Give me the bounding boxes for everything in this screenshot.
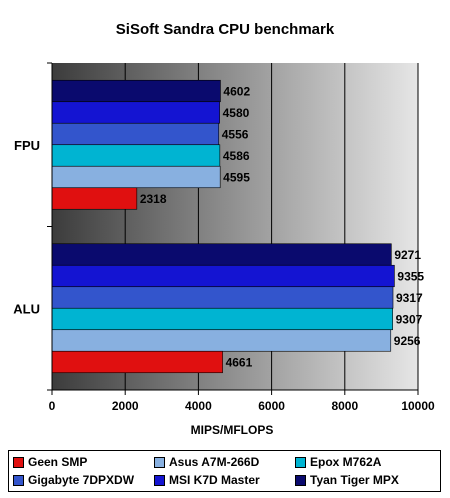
legend-swatch	[295, 456, 306, 468]
bar	[51, 187, 138, 210]
data-label: 9317	[396, 291, 423, 305]
data-label: 4661	[226, 356, 253, 370]
bar	[51, 144, 221, 167]
legend-label: Asus A7M-266D	[169, 455, 260, 469]
benchmark-chart: SiSoft Sandra CPU benchmark 4602 4580 4556…	[13, 21, 435, 437]
bar	[51, 329, 392, 352]
data-label: 4580	[223, 106, 250, 120]
bar	[51, 101, 220, 124]
legend-label: MSI K7D Master	[169, 473, 260, 487]
legend-label: Geen SMP	[28, 455, 88, 469]
legend-swatch	[13, 456, 24, 468]
x-tick-label: 2000	[112, 399, 139, 413]
legend-item: Geen SMP	[13, 455, 154, 469]
chart-title: SiSoft Sandra CPU benchmark	[116, 21, 335, 38]
legend-label: Gigabyte 7DPXDW	[28, 473, 135, 487]
data-label: 9271	[394, 248, 421, 262]
x-axis-title: MIPS/MFLOPS	[191, 423, 274, 437]
legend-swatch	[295, 474, 306, 486]
bar	[51, 307, 393, 331]
legend-swatch	[13, 474, 24, 486]
legend-item: Epox M762A	[295, 455, 436, 469]
bar	[51, 243, 392, 266]
category-label: ALU	[13, 301, 40, 316]
legend-item: MSI K7D Master	[154, 473, 295, 487]
x-tick-label: 8000	[331, 399, 358, 413]
data-label: 2318	[140, 192, 167, 206]
bar	[51, 79, 221, 103]
data-label: 4556	[222, 128, 249, 142]
bar	[51, 122, 220, 146]
bar	[51, 165, 221, 189]
category-label: FPU	[14, 138, 40, 153]
data-label: 4595	[223, 171, 250, 185]
x-tick-label: 6000	[258, 399, 285, 413]
bar	[51, 264, 395, 288]
data-label: 4602	[223, 85, 250, 99]
bars: 4602 4580 4556 4586 4595 2318 9271 9355 9317 9307…	[51, 79, 424, 374]
data-label: 4586	[223, 149, 250, 163]
legend-label: Tyan Tiger MPX	[310, 473, 399, 487]
legend-swatch	[154, 474, 165, 486]
legend-label: Epox M762A	[310, 455, 382, 469]
legend-item: Asus A7M-266D	[154, 455, 295, 469]
data-label: 9307	[396, 313, 423, 327]
legend-item: Gigabyte 7DPXDW	[13, 473, 154, 487]
bar	[51, 286, 394, 309]
data-label: 9256	[394, 334, 421, 348]
x-tick-label: 4000	[185, 399, 212, 413]
x-tick-label: 10000	[401, 399, 435, 413]
bar	[51, 350, 223, 374]
axes: 0 2000 4000 6000 8000 10000 FPU ALU	[13, 62, 435, 413]
x-tick-label: 0	[49, 399, 56, 413]
legend: Geen SMP Asus A7M-266D Epox M762A Gigabyte …	[8, 450, 441, 492]
legend-item: Tyan Tiger MPX	[295, 473, 436, 487]
data-label: 9355	[397, 270, 424, 284]
legend-swatch	[154, 456, 165, 468]
